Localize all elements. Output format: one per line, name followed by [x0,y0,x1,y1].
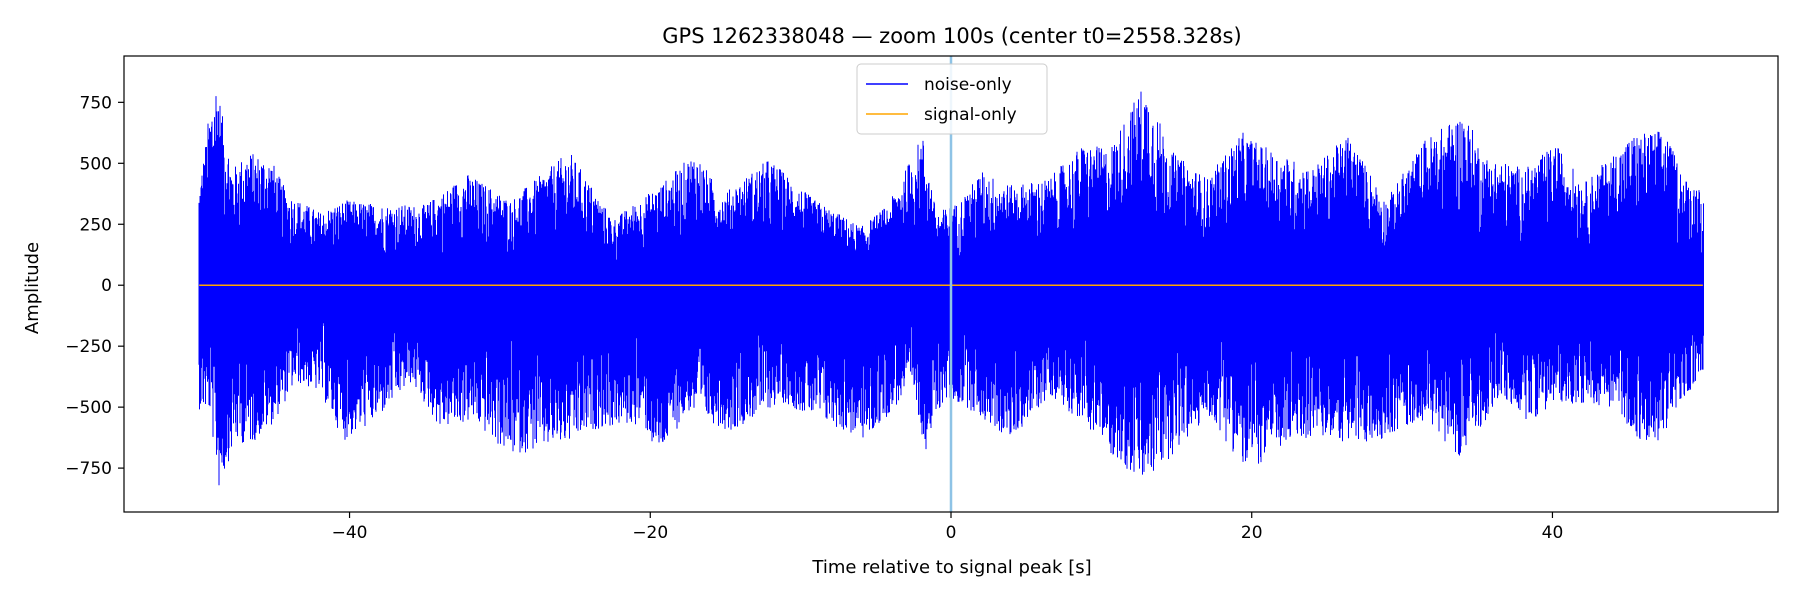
y-tick-label: 750 [80,93,112,113]
y-tick-label: 250 [80,215,112,235]
x-tick-label: 20 [1241,523,1263,543]
legend-label-noise-only: noise-only [924,75,1012,95]
x-tick-label: −20 [632,523,668,543]
y-tick-label: −500 [65,398,112,418]
x-tick-label: 40 [1542,523,1564,543]
y-tick-label: 500 [80,154,112,174]
x-axis-title: Time relative to signal peak [s] [811,557,1091,578]
y-tick-label: 0 [101,276,112,296]
x-tick-label: 0 [946,523,957,543]
plot-area [198,56,1704,512]
y-tick-label: −750 [65,459,112,479]
y-tick-label: −250 [65,337,112,357]
chart-title: GPS 1262338048 — zoom 100s (center t0=25… [662,24,1241,48]
axes: −40 −20 0 20 40 750 500 250 0 −250 −500 −750 [65,55,1779,543]
y-axis-title: Amplitude [22,242,43,334]
legend-label-signal-only: signal-only [924,105,1017,125]
x-tick-label: −40 [332,523,368,543]
legend-frame [856,63,1048,135]
legend: noise-only signal-only [856,63,1048,135]
